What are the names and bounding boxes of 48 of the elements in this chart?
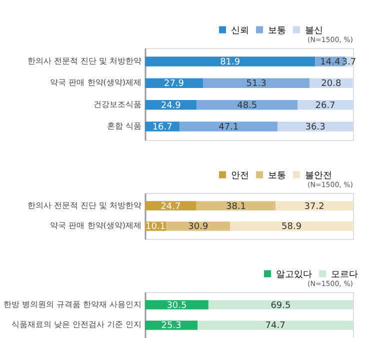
y-tick-label: 한의사 전문적 진단 및 처방한약: [27, 200, 142, 210]
bar: [196, 201, 276, 210]
data-label: 10.1: [145, 222, 166, 232]
bar: [196, 100, 298, 110]
bar: [202, 78, 310, 88]
legend-label: 모르다: [331, 270, 358, 280]
data-label: 47.1: [218, 122, 239, 132]
data-label: 58.9: [282, 222, 302, 232]
bar: [276, 201, 353, 210]
y-tick-label: 식품재료의 낮은 안전검사 기준 인지: [11, 320, 142, 330]
data-label: 30.9: [188, 222, 208, 232]
data-label: 14.4: [320, 58, 340, 68]
legend-label: 불안전: [305, 170, 332, 181]
data-label: 74.7: [265, 321, 286, 332]
data-label: 27.9: [164, 79, 184, 90]
data-label: 20.8: [321, 79, 342, 90]
data-label: 69.5: [270, 300, 291, 311]
legend-label: 알고있다: [276, 270, 312, 280]
legend-label: 보통: [268, 26, 286, 36]
bar: [166, 222, 230, 231]
legend-label: 안전: [231, 170, 249, 181]
y-tick-label: 한의사 전문적 진단 및 처방한약: [27, 56, 142, 66]
y-tick-label: 건강보조식품: [94, 100, 142, 109]
bar: [278, 122, 353, 132]
bar: [230, 222, 353, 231]
data-label: 51.3: [246, 79, 266, 90]
y-tick-label: 약국 판매 한약(생약)제제: [50, 78, 142, 88]
legend-label: 신뢰: [231, 26, 249, 36]
bar: [145, 56, 316, 66]
data-label: 25.3: [161, 321, 182, 332]
y-tick-label: 한방 병의원의 규격품 한약재 사용인지: [3, 300, 142, 309]
data-label: 48.5: [237, 100, 258, 111]
data-label: 36.3: [305, 122, 326, 132]
data-label: 81.9: [220, 58, 240, 68]
legend-label: 보통: [268, 170, 286, 181]
data-label: 26.7: [315, 100, 336, 111]
y-tick-label: 약국 판매 한약(생약)제제: [50, 221, 142, 230]
data-label: 16.7: [152, 122, 172, 132]
data-label: 38.1: [226, 202, 246, 212]
data-label: 30.5: [166, 300, 187, 311]
bar: [180, 122, 278, 132]
data-label: 24.7: [160, 202, 181, 212]
data-label: 24.9: [160, 100, 182, 111]
data-label: 3.7: [342, 58, 356, 68]
legend-label: 불신: [305, 26, 323, 36]
data-label: 37.2: [304, 202, 324, 212]
bar: [145, 201, 196, 210]
y-tick-label: 혼합 식품: [106, 121, 142, 130]
